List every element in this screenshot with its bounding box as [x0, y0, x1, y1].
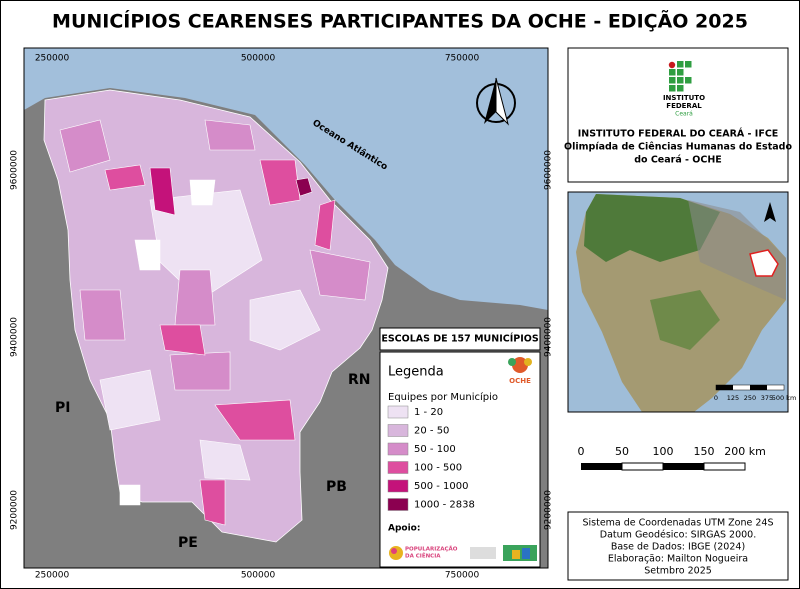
scale-label: 0 — [578, 445, 585, 458]
legend-swatch — [387, 479, 409, 493]
inset-scale-label: 250 — [744, 394, 756, 402]
info-line: Elaboração: Mailton Nogueira — [608, 554, 748, 565]
municipality — [199, 439, 251, 481]
municipality — [249, 289, 321, 351]
oche-logo: OCHE — [508, 357, 532, 385]
logo-text: OCHE — [509, 377, 531, 385]
grid-label: 750000 — [445, 54, 480, 64]
grid-label: 9400000 — [10, 317, 20, 357]
inset-scale-label: 375 — [761, 394, 773, 402]
logo-text: Ceará — [675, 111, 693, 118]
title: MUNICÍPIOS CEARENSES PARTICIPANTES DA OC… — [52, 9, 748, 33]
map-frame — [23, 47, 549, 569]
legend-label: 1 - 20 — [414, 407, 443, 418]
legend-label: 1000 - 2838 — [414, 500, 475, 511]
municipality — [295, 177, 313, 197]
inset-scale-label: 125 — [727, 394, 739, 402]
municipality — [309, 249, 371, 301]
state-label: PE — [178, 535, 198, 551]
legend-label: 500 - 1000 — [414, 481, 469, 492]
info-line: Setmbro 2025 — [644, 566, 712, 577]
grid-label: 9400000 — [544, 317, 554, 357]
municipality — [169, 351, 231, 391]
info-line: Base de Dados: IBGE (2024) — [611, 542, 745, 553]
support-logo-text: DA CIÊNCIA — [405, 552, 441, 560]
scale-label: 150 — [694, 445, 715, 458]
support-logo-text: POPULARIZAÇÃO — [405, 546, 458, 553]
grid-label: 250000 — [35, 54, 70, 64]
support-label: Apoio: — [388, 524, 420, 534]
info-box — [567, 511, 789, 581]
legend-box — [379, 351, 541, 568]
grid-label: 500000 — [241, 54, 276, 64]
municipality — [189, 179, 216, 206]
municipality — [149, 167, 176, 216]
municipality — [104, 164, 146, 191]
grid-label: 500000 — [241, 571, 276, 581]
institution-line: Olimpíada de Ciências Humanas do Estado — [564, 142, 792, 153]
logo-text: FEDERAL — [666, 102, 702, 110]
ceara — [43, 89, 389, 543]
inset-scale-label: 0 — [714, 394, 718, 402]
state-label: RN — [348, 372, 371, 388]
institution-line: do Ceará - OCHE — [634, 155, 722, 166]
north-arrow — [476, 77, 516, 126]
ifce-logo — [668, 61, 692, 92]
legend-label: 100 - 500 — [414, 463, 462, 474]
grid-label: 9600000 — [10, 150, 20, 190]
legend-swatch — [387, 405, 409, 419]
municipality — [259, 159, 301, 206]
municipality — [159, 324, 206, 356]
municipality — [134, 239, 161, 271]
support-logos: POPULARIZAÇÃO DA CIÊNCIA — [389, 545, 537, 561]
main-map: Oceano Atlântico PI RN PB PE — [23, 47, 549, 569]
info-line: Datum Geodésico: SIRGAS 2000. — [600, 530, 756, 541]
scale-label: 50 — [615, 445, 629, 458]
ocean — [24, 48, 548, 310]
municipality — [214, 399, 296, 441]
municipality — [79, 289, 126, 341]
legend-title: Legenda — [388, 365, 444, 380]
institution-line: INSTITUTO FEDERAL DO CEARÁ - IFCE — [578, 128, 779, 140]
grid-label: 9600000 — [544, 150, 554, 190]
scale-bar — [581, 462, 746, 471]
grid-label: 9200000 — [10, 490, 20, 530]
legend-swatch — [387, 424, 409, 437]
legend-label: 50 - 100 — [414, 444, 456, 455]
municipality — [119, 484, 141, 506]
grid-label: 250000 — [35, 571, 70, 581]
municipality — [199, 479, 226, 526]
state-label: PI — [55, 400, 70, 416]
legend-subtitle: Equipes por Município — [388, 391, 498, 403]
inset-map — [567, 191, 789, 413]
logo-text: INSTITUTO — [663, 94, 705, 102]
legend-header-box — [379, 327, 541, 351]
grid-label: 750000 — [445, 571, 480, 581]
legend-swatch — [387, 442, 409, 456]
grid-label: 9200000 — [544, 490, 554, 530]
municipality — [314, 199, 336, 251]
legend-label: 20 - 50 — [414, 426, 449, 437]
municipality — [59, 119, 111, 173]
inset-scale-label: 500 km — [772, 394, 797, 402]
scale-label: 200 km — [724, 445, 766, 458]
info-line: Sistema de Coordenadas UTM Zone 24S — [582, 518, 773, 529]
legend-header: ESCOLAS DE 157 MUNICÍPIOS — [381, 333, 538, 345]
legend-swatch — [387, 461, 409, 474]
state-label: PB — [326, 479, 347, 495]
scale-label: 100 — [653, 445, 674, 458]
municipality — [174, 269, 216, 326]
municipality — [99, 369, 161, 431]
municipality — [204, 119, 256, 151]
legend-swatch — [387, 498, 409, 511]
